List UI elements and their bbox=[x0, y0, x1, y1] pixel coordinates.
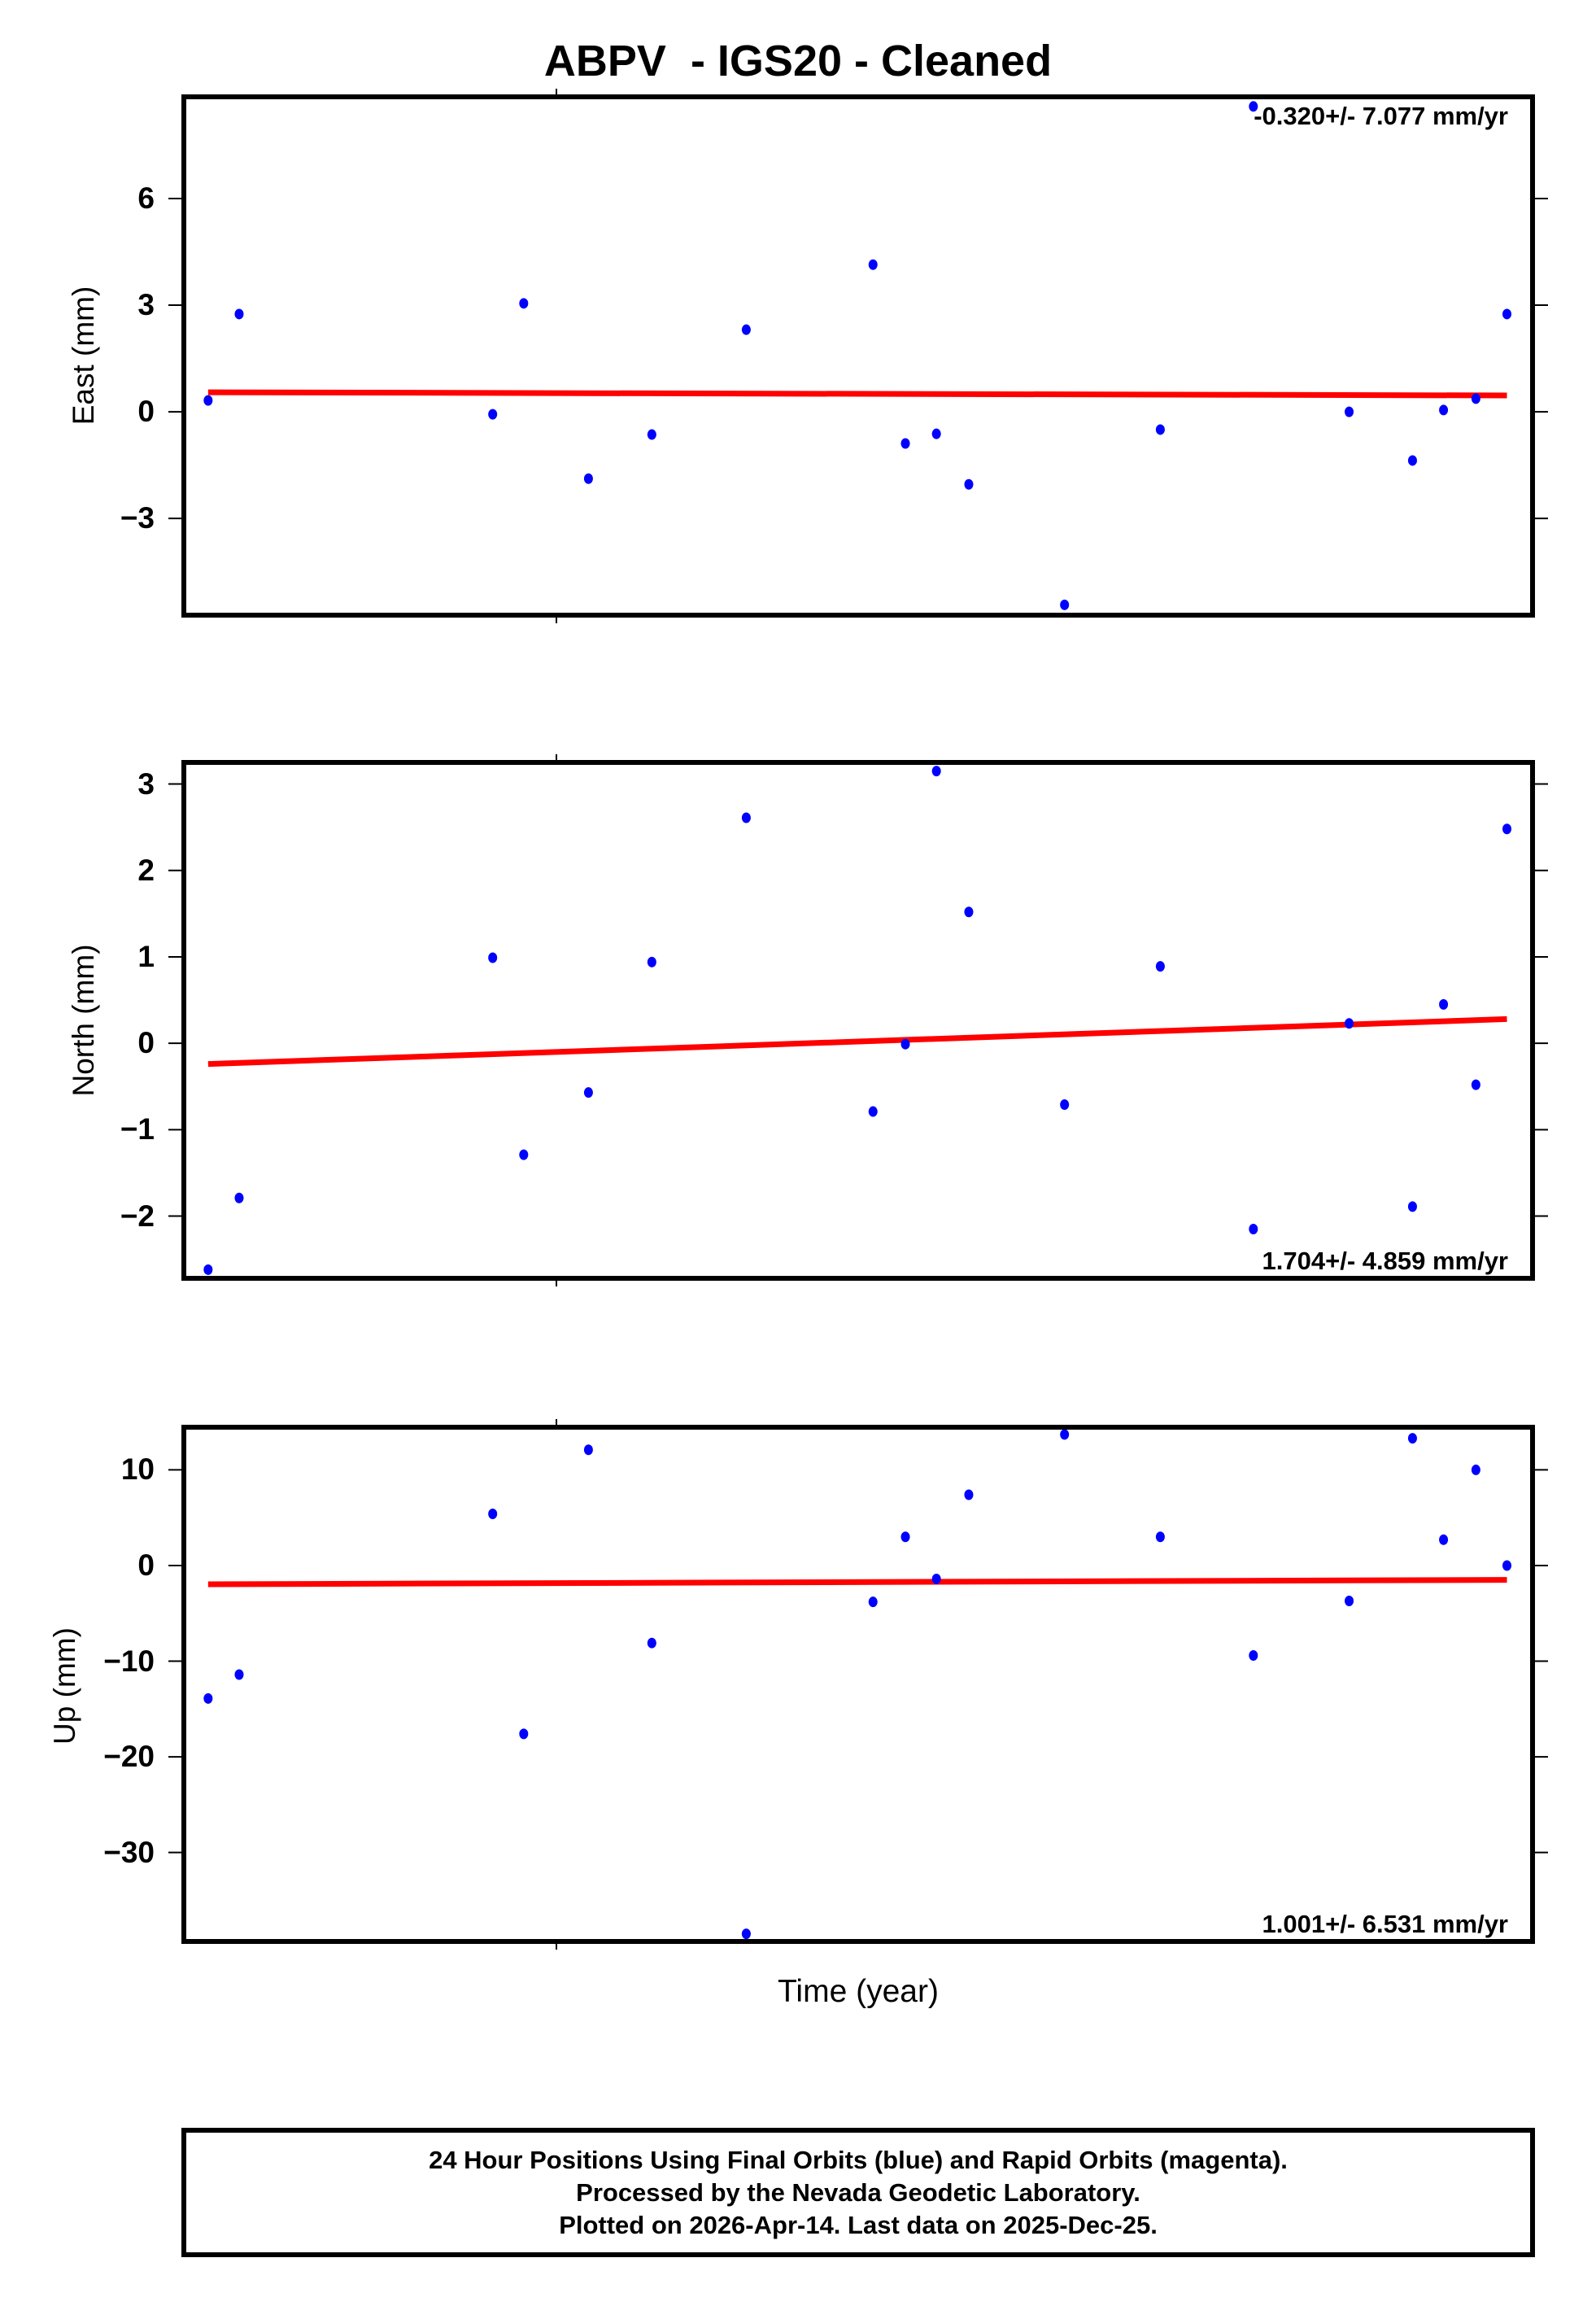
y-tick-label: 0 bbox=[137, 1026, 155, 1060]
data-point bbox=[488, 408, 498, 420]
data-point bbox=[1249, 1649, 1258, 1661]
data-point bbox=[234, 308, 244, 320]
data-point bbox=[1502, 1560, 1511, 1571]
data-point bbox=[583, 1087, 593, 1098]
data-point bbox=[1407, 1433, 1417, 1444]
x-axis-label: Time (year) bbox=[778, 1974, 939, 2009]
y-tick-label: −20 bbox=[103, 1740, 155, 1774]
y-tick-label: 6 bbox=[137, 181, 155, 215]
data-point bbox=[203, 1692, 213, 1704]
chart-title: ABPV - IGS20 - Cleaned bbox=[543, 37, 1053, 85]
data-point bbox=[1060, 599, 1070, 610]
y-tick-label: 1 bbox=[137, 939, 155, 973]
trend-line bbox=[207, 1015, 1507, 1068]
data-point bbox=[1502, 823, 1511, 835]
data-point bbox=[647, 429, 656, 440]
east-rate-annotation: -0.320+/- 7.077 mm/yr bbox=[1254, 102, 1508, 130]
y-tick-label: −1 bbox=[120, 1112, 155, 1146]
y-tick-label: 2 bbox=[137, 853, 155, 887]
y-tick-label: 10 bbox=[120, 1452, 155, 1487]
y-tick-label: 0 bbox=[137, 1548, 155, 1582]
north-panel bbox=[168, 754, 1548, 1286]
footer-line-plot-dates: Plotted on 2026-Apr-14. Last data on 202… bbox=[559, 2211, 1158, 2239]
data-point bbox=[234, 1192, 244, 1203]
data-point bbox=[647, 956, 656, 967]
data-point bbox=[647, 1637, 656, 1649]
data-point bbox=[931, 428, 941, 439]
up-rate-annotation: 1.001+/- 6.531 mm/yr bbox=[1262, 1910, 1508, 1938]
data-point bbox=[1439, 404, 1449, 416]
trend-line bbox=[207, 389, 1507, 399]
y-tick-label: 0 bbox=[137, 395, 155, 429]
data-point bbox=[1407, 1201, 1417, 1212]
footer-info-box: 24 Hour Positions Using Final Orbits (bl… bbox=[181, 2128, 1535, 2257]
data-point bbox=[1439, 998, 1449, 1010]
footer-line-orbits: 24 Hour Positions Using Final Orbits (bl… bbox=[429, 2146, 1288, 2174]
footer-line-processed-by: Processed by the Nevada Geodetic Laborat… bbox=[576, 2178, 1140, 2207]
data-point bbox=[1502, 308, 1511, 320]
data-point bbox=[741, 812, 751, 823]
data-point bbox=[1345, 1595, 1354, 1606]
data-point bbox=[519, 298, 529, 309]
data-point bbox=[900, 1038, 910, 1050]
data-point bbox=[868, 1596, 878, 1608]
data-point bbox=[583, 1444, 593, 1456]
data-point bbox=[964, 906, 974, 918]
data-point bbox=[1439, 1534, 1449, 1545]
north-rate-annotation: 1.704+/- 4.859 mm/yr bbox=[1262, 1247, 1508, 1275]
data-point bbox=[1407, 455, 1417, 466]
data-point bbox=[583, 473, 593, 484]
data-point bbox=[868, 1106, 878, 1117]
y-tick-label: −10 bbox=[103, 1644, 155, 1678]
up-panel bbox=[168, 1419, 1548, 1950]
data-point bbox=[1155, 424, 1165, 435]
data-point bbox=[900, 438, 910, 449]
data-point bbox=[1471, 393, 1480, 404]
data-point bbox=[519, 1728, 529, 1740]
data-point bbox=[1249, 1223, 1258, 1234]
data-point bbox=[1155, 961, 1165, 972]
data-point bbox=[1060, 1429, 1070, 1440]
data-point bbox=[203, 395, 213, 406]
data-point bbox=[519, 1149, 529, 1160]
y-tick-label: 3 bbox=[137, 288, 155, 322]
east-panel bbox=[168, 89, 1548, 623]
data-point bbox=[203, 1264, 213, 1275]
data-point bbox=[1060, 1099, 1070, 1111]
data-point bbox=[964, 478, 974, 490]
data-point bbox=[1345, 406, 1354, 417]
y-tick-label: 3 bbox=[137, 766, 155, 801]
plot-frame bbox=[181, 94, 1535, 618]
data-point bbox=[868, 259, 878, 270]
plot-frame bbox=[181, 1425, 1535, 1944]
y-tick-label: −2 bbox=[120, 1199, 155, 1233]
data-point bbox=[1471, 1079, 1480, 1090]
plot-frame bbox=[181, 760, 1535, 1281]
data-point bbox=[1155, 1531, 1165, 1543]
data-point bbox=[964, 1489, 974, 1500]
trend-line bbox=[207, 1577, 1507, 1588]
data-point bbox=[741, 1928, 751, 1940]
data-point bbox=[1249, 101, 1258, 112]
data-point bbox=[488, 952, 498, 963]
data-point bbox=[1345, 1018, 1354, 1029]
data-point bbox=[488, 1509, 498, 1520]
data-point bbox=[900, 1531, 910, 1543]
data-point bbox=[741, 324, 751, 335]
data-point bbox=[1471, 1464, 1480, 1475]
y-tick-label: −30 bbox=[103, 1835, 155, 1869]
data-point bbox=[931, 1573, 941, 1584]
data-point bbox=[234, 1669, 244, 1680]
y-tick-label: −3 bbox=[120, 501, 155, 535]
data-point bbox=[931, 766, 941, 777]
